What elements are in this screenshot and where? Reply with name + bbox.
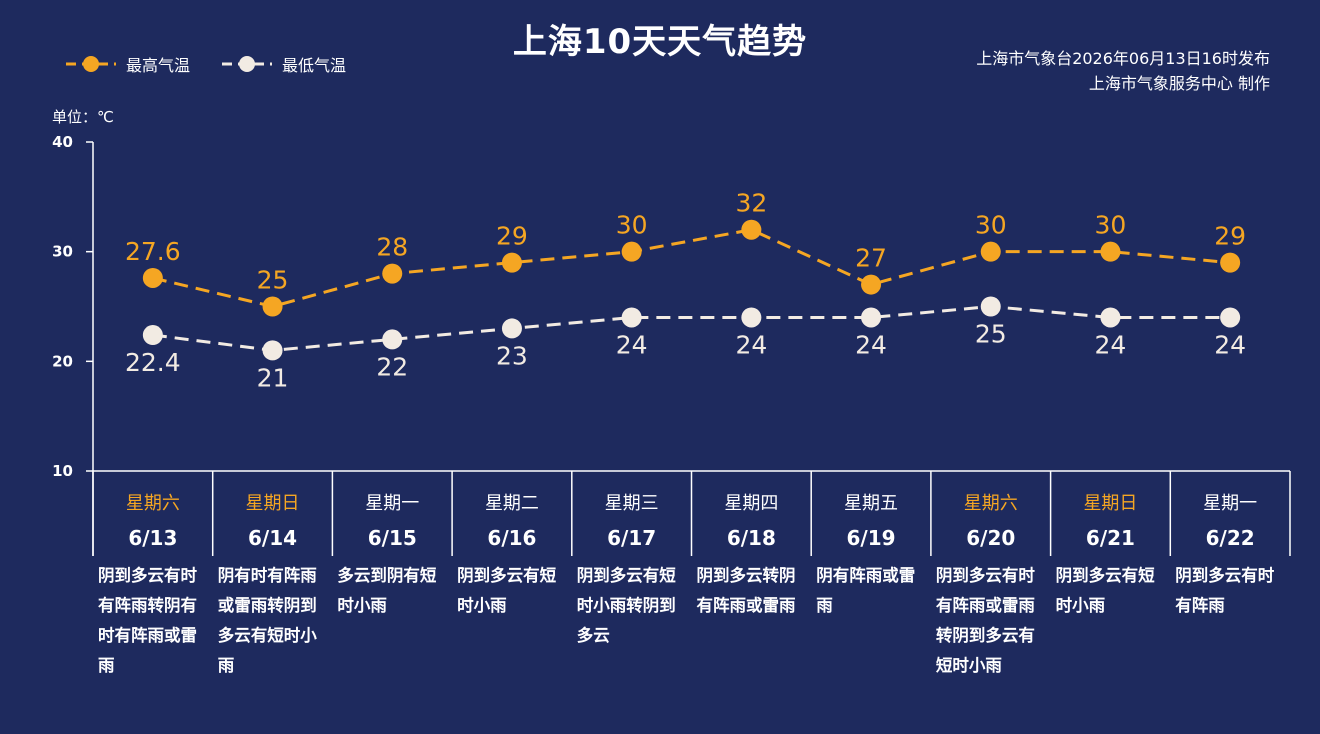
date-label: 6/18: [727, 526, 776, 550]
high-temp-point: [262, 296, 283, 317]
date-label: 6/13: [128, 526, 177, 550]
y-tick-label: 40: [52, 133, 73, 151]
high-temp-point: [621, 241, 642, 262]
high-temp-label: 32: [735, 189, 767, 218]
date-label: 6/21: [1086, 526, 1135, 550]
high-temp-label: 27.6: [125, 237, 181, 266]
low-temp-label: 24: [855, 330, 887, 359]
low-temp-point: [741, 307, 762, 328]
date-label: 6/17: [607, 526, 656, 550]
high-temp-label: 30: [616, 211, 648, 240]
high-temp-point: [1220, 252, 1241, 273]
weather-description: 阴到多云有时有阵雨或雷雨转阴到多云有短时小雨: [935, 566, 1035, 675]
chart-title: 上海10天天气趋势: [512, 22, 808, 62]
high-temp-point: [980, 241, 1001, 262]
low-temp-label: 21: [257, 363, 289, 392]
weather-description: 阴到多云有短时小雨: [1055, 566, 1155, 615]
weekday-label: 星期三: [605, 493, 659, 514]
high-temp-point: [741, 219, 762, 240]
weekday-label: 星期六: [126, 493, 180, 514]
date-label: 6/20: [966, 526, 1015, 550]
high-temp-label: 29: [496, 222, 528, 251]
weekday-label: 星期日: [246, 493, 300, 514]
source-line-2: 上海市气象服务中心 制作: [1088, 74, 1270, 93]
weather-description: 阴有阵雨或雷雨: [816, 566, 916, 615]
date-label: 6/15: [368, 526, 417, 550]
y-tick-label: 10: [52, 462, 73, 480]
high-temp-label: 27: [855, 244, 887, 273]
legend-low-label: 最低气温: [282, 56, 347, 75]
low-temp-point: [382, 329, 403, 350]
weather-description: 多云到阴有短时小雨: [337, 566, 437, 615]
high-temp-label: 29: [1214, 222, 1246, 251]
high-temp-point: [1100, 241, 1121, 262]
low-temp-label: 24: [1214, 330, 1246, 359]
high-temp-label: 25: [257, 266, 289, 295]
low-temp-point: [1100, 307, 1121, 328]
low-temp-point: [142, 325, 163, 346]
weekday-label: 星期日: [1083, 493, 1137, 514]
source-line-1: 上海市气象台2026年06月13日16时发布: [976, 49, 1270, 68]
high-temp-point: [382, 263, 403, 284]
date-label: 6/14: [248, 526, 297, 550]
low-temp-point: [980, 296, 1001, 317]
high-temp-point: [861, 274, 882, 295]
low-temp-label: 22: [376, 352, 408, 381]
weekday-label: 星期一: [365, 493, 419, 514]
date-label: 6/16: [487, 526, 536, 550]
low-temp-label: 24: [616, 330, 648, 359]
weather-description: 阴到多云有时有阵雨转阴有时有阵雨或雷雨: [98, 566, 197, 675]
high-temp-line: [152, 228, 1231, 309]
date-label: 6/19: [847, 526, 896, 550]
weather-description: 阴到多云有短时小雨: [457, 566, 557, 615]
high-temp-label: 30: [1095, 211, 1127, 240]
low-temp-point: [501, 318, 522, 339]
low-temp-point: [1220, 307, 1241, 328]
low-temp-label: 23: [496, 341, 528, 370]
y-tick-label: 20: [52, 352, 73, 370]
unit-label: 单位：℃: [52, 108, 114, 126]
low-temp-point: [861, 307, 882, 328]
low-temp-label: 24: [1095, 330, 1127, 359]
y-tick-label: 30: [52, 243, 73, 261]
high-temp-point: [142, 267, 163, 288]
low-temp-line: [152, 304, 1231, 352]
low-temp-point: [262, 340, 283, 361]
weather-description: 阴到多云有时有阵雨: [1175, 566, 1275, 615]
low-temp-label: 25: [975, 320, 1007, 349]
weekday-label: 星期六: [964, 493, 1018, 514]
high-temp-label: 28: [376, 233, 408, 262]
legend-item-low: 最低气温: [222, 52, 346, 76]
date-label: 6/22: [1206, 526, 1255, 550]
weekday-label: 星期二: [485, 493, 539, 514]
low-temp-label: 24: [735, 330, 767, 359]
legend-high-label: 最高气温: [126, 56, 191, 75]
low-temp-label: 22.4: [125, 348, 181, 377]
legend: 最高气温 最低气温: [66, 52, 378, 76]
legend-high-marker: [66, 56, 116, 72]
weather-description: 阴到多云有短时小雨转阴到多云: [576, 566, 676, 645]
high-temp-point: [501, 252, 522, 273]
weather-description: 阴到多云转阴有阵雨或雷雨: [696, 566, 796, 615]
legend-low-marker: [222, 56, 273, 72]
legend-item-high: 最高气温: [66, 52, 190, 76]
high-temp-label: 30: [975, 211, 1007, 240]
low-temp-point: [621, 307, 642, 328]
source-info: 上海市气象台2026年06月13日16时发布 上海市气象服务中心 制作: [976, 46, 1270, 96]
weekday-label: 星期一: [1203, 493, 1257, 514]
weekday-label: 星期五: [844, 493, 898, 514]
weekday-label: 星期四: [724, 493, 778, 514]
weather-description: 阴有时有阵雨或雷雨转阴到多云有短时小雨: [217, 566, 317, 675]
